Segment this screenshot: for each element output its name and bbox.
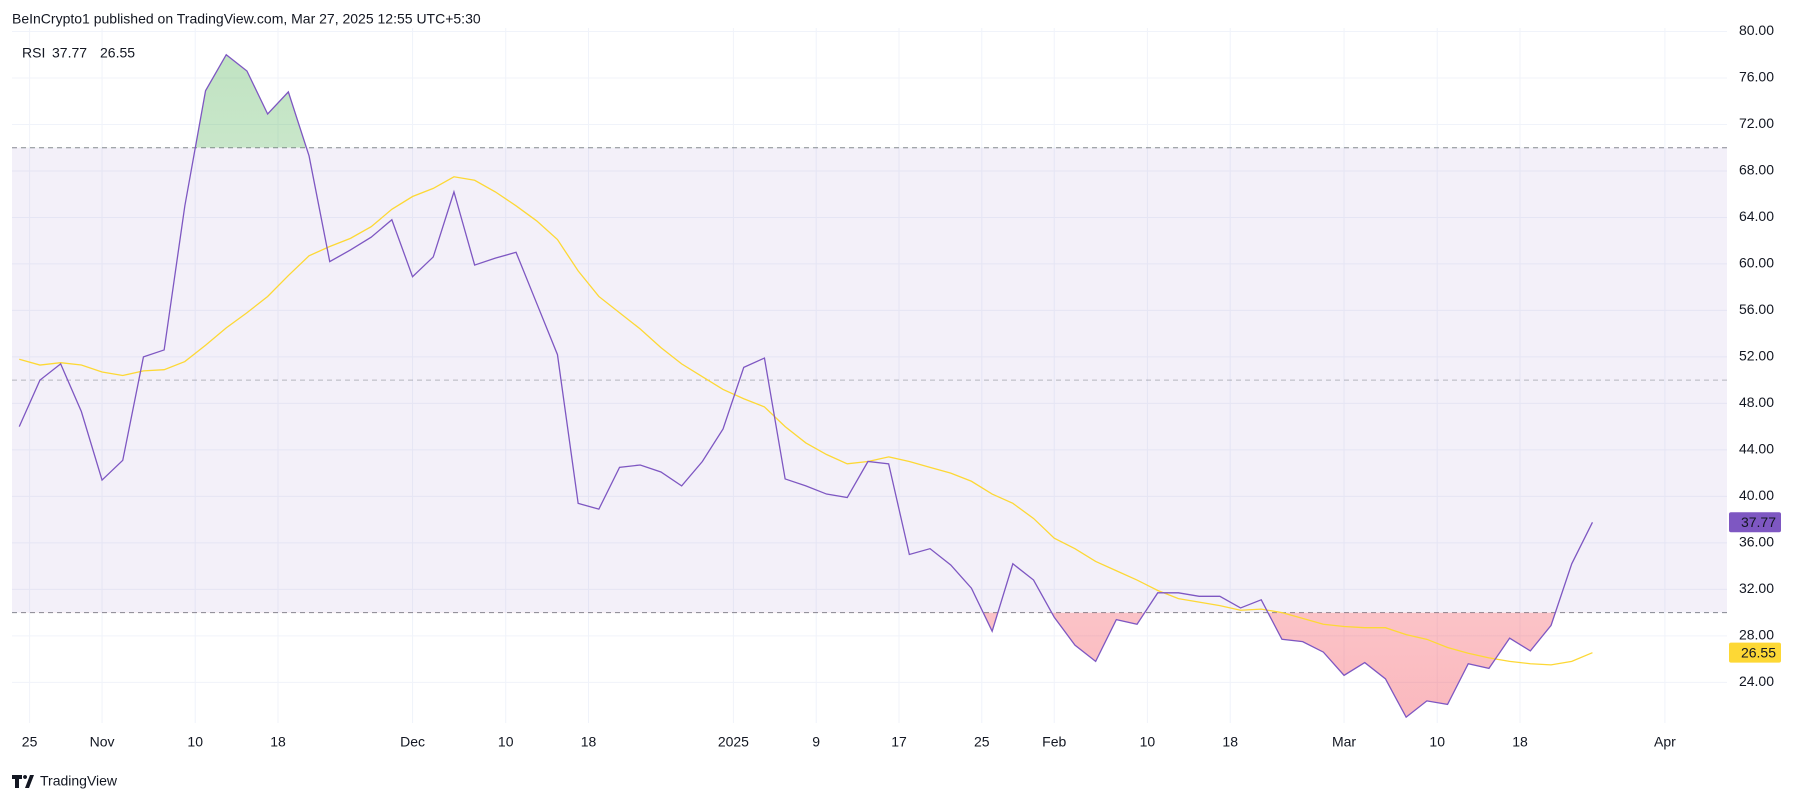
x-tick-label: 9	[812, 734, 820, 750]
x-tick-label: 25	[22, 734, 38, 750]
series-line	[18, 53, 1594, 719]
y-tick-label: 48.00	[1739, 394, 1774, 410]
brand-logo: TradingView	[12, 773, 118, 789]
legend-value: 26.55	[100, 45, 135, 61]
y-tick-label: 36.00	[1739, 534, 1774, 550]
y-tick-label: 24.00	[1739, 673, 1774, 689]
x-tick-label: 10	[1429, 734, 1445, 750]
x-tick-label: 10	[187, 734, 203, 750]
y-tick-label: 44.00	[1739, 441, 1774, 457]
oversold-fill	[19, 612, 1593, 718]
y-tick-label: 32.00	[1739, 580, 1774, 596]
x-tick-label: Mar	[1332, 734, 1356, 750]
legend-value: 37.77	[52, 45, 87, 61]
x-tick-label: 18	[581, 734, 597, 750]
y-tick-label: 56.00	[1739, 301, 1774, 317]
y-tick-label: 68.00	[1739, 162, 1774, 178]
x-tick-label: 18	[1512, 734, 1528, 750]
price-badge-label: 37.77	[1741, 514, 1776, 530]
x-tick-label: 18	[270, 734, 286, 750]
y-tick-label: 52.00	[1739, 348, 1774, 364]
price-badge-label: 26.55	[1741, 644, 1776, 660]
y-tick-label: 40.00	[1739, 487, 1774, 503]
price-badge	[1729, 512, 1781, 533]
plot-layer: 80.00 76.00 72.00 68.00 64.00 60.00 56.00 52.00…	[12, 22, 1781, 750]
y-tick-label: 80.00	[1739, 22, 1774, 38]
x-tick-label: Apr	[1654, 734, 1676, 750]
y-tick-label: 76.00	[1739, 69, 1774, 85]
legend-title: RSI	[22, 45, 45, 61]
x-tick-label: Feb	[1042, 734, 1066, 750]
price-badge	[1729, 642, 1781, 663]
y-tick-label: 72.00	[1739, 115, 1774, 131]
y-tick-label: 28.00	[1739, 627, 1774, 643]
x-tick-label: 2025	[718, 734, 749, 750]
attribution: BeInCrypto1 published on TradingView.com…	[12, 11, 481, 27]
series-line	[19, 176, 1593, 666]
x-tick-label: Dec	[400, 734, 425, 750]
x-tick-label: 17	[891, 734, 907, 750]
x-tick-label: 10	[498, 734, 514, 750]
x-tick-label: 25	[974, 734, 990, 750]
x-tick-label: Nov	[90, 734, 115, 750]
y-tick-label: 60.00	[1739, 255, 1774, 271]
brand-name: TradingView	[40, 773, 118, 789]
y-tick-label: 64.00	[1739, 208, 1774, 224]
x-tick-label: 10	[1140, 734, 1156, 750]
x-tick-label: 18	[1222, 734, 1238, 750]
